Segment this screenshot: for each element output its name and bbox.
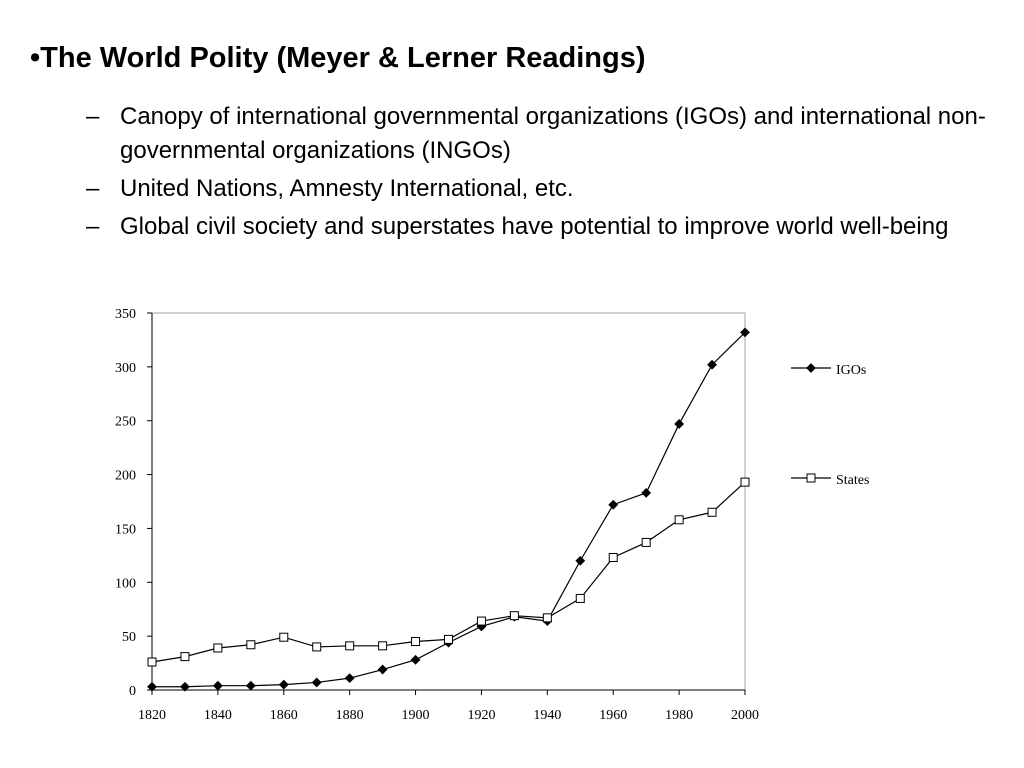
data-point-igos — [641, 487, 652, 498]
data-point-igos — [377, 664, 388, 675]
data-point-igos — [344, 673, 355, 684]
x-tick-label: 1900 — [402, 708, 430, 723]
data-point-states — [707, 507, 717, 517]
data-point-states — [476, 616, 486, 626]
legend-label-states: States — [836, 473, 869, 488]
y-tick-label: 300 — [115, 361, 136, 376]
y-tick-label: 0 — [129, 684, 136, 699]
data-point-states — [312, 642, 322, 652]
data-point-states — [246, 640, 256, 650]
legend-marker-states — [806, 473, 816, 483]
y-tick-label: 150 — [115, 522, 136, 537]
bullet-list: – Canopy of international governmental o… — [86, 100, 1006, 248]
data-point-igos — [245, 680, 256, 691]
x-tick-label: 1920 — [467, 708, 495, 723]
bullet-dash: – — [86, 175, 100, 202]
y-tick-label: 50 — [122, 630, 136, 645]
bullet-item: – Canopy of international governmental o… — [86, 100, 1006, 168]
data-point-states — [674, 515, 684, 525]
bullet-dash: – — [86, 103, 100, 130]
data-point-igos — [410, 654, 421, 665]
plot-area-frame — [151, 312, 746, 691]
data-point-igos — [180, 681, 190, 692]
bullet-text: Canopy of international governmental org… — [120, 103, 986, 164]
data-point-states — [608, 553, 618, 563]
data-point-states — [378, 641, 388, 651]
data-point-states — [740, 477, 750, 487]
bullet-item: – United Nations, Amnesty International,… — [86, 172, 1006, 206]
y-tick-label: 200 — [115, 469, 136, 484]
data-point-igos — [212, 680, 223, 691]
data-point-states — [444, 634, 453, 644]
x-tick-label: 1840 — [204, 708, 232, 723]
x-tick-label: 1940 — [533, 708, 561, 723]
legend-label-igos: IGOs — [836, 363, 866, 378]
data-point-states — [213, 643, 223, 653]
data-point-states — [411, 637, 421, 647]
legend-marker-igos — [806, 363, 816, 373]
data-point-igos — [147, 681, 157, 692]
x-tick-label: 1820 — [138, 708, 166, 723]
data-point-igos — [311, 677, 322, 688]
data-point-igos — [608, 499, 619, 510]
data-point-states — [641, 537, 651, 547]
x-tick-label: 1980 — [665, 708, 693, 723]
x-tick-label: 1960 — [599, 708, 627, 723]
bullet-text: Global civil society and superstates hav… — [120, 213, 949, 240]
data-point-states — [575, 593, 585, 603]
y-tick-label: 250 — [115, 415, 136, 430]
data-point-igos — [707, 359, 717, 370]
data-point-states — [147, 657, 157, 667]
data-point-igos — [674, 419, 685, 429]
data-point-states — [345, 641, 355, 651]
y-tick-label: 100 — [115, 576, 136, 591]
series-line-igos — [152, 331, 746, 688]
data-point-igos — [278, 679, 289, 690]
x-tick-label: 1860 — [270, 708, 298, 723]
x-tick-label: 1880 — [336, 708, 364, 723]
data-point-states — [509, 611, 519, 621]
bullet-dash: – — [86, 213, 100, 240]
data-point-igos — [740, 327, 750, 338]
x-tick-label: 2000 — [731, 708, 759, 723]
data-point-states — [279, 632, 289, 642]
bullet-text: United Nations, Amnesty International, e… — [120, 175, 574, 202]
bullet-item: – Global civil society and superstates h… — [86, 210, 1006, 244]
slide-title: •The World Polity (Meyer & Lerner Readin… — [30, 42, 646, 74]
data-point-igos — [575, 555, 586, 566]
y-tick-label: 350 — [115, 307, 136, 322]
data-point-states — [180, 652, 190, 662]
data-point-states — [542, 613, 552, 623]
